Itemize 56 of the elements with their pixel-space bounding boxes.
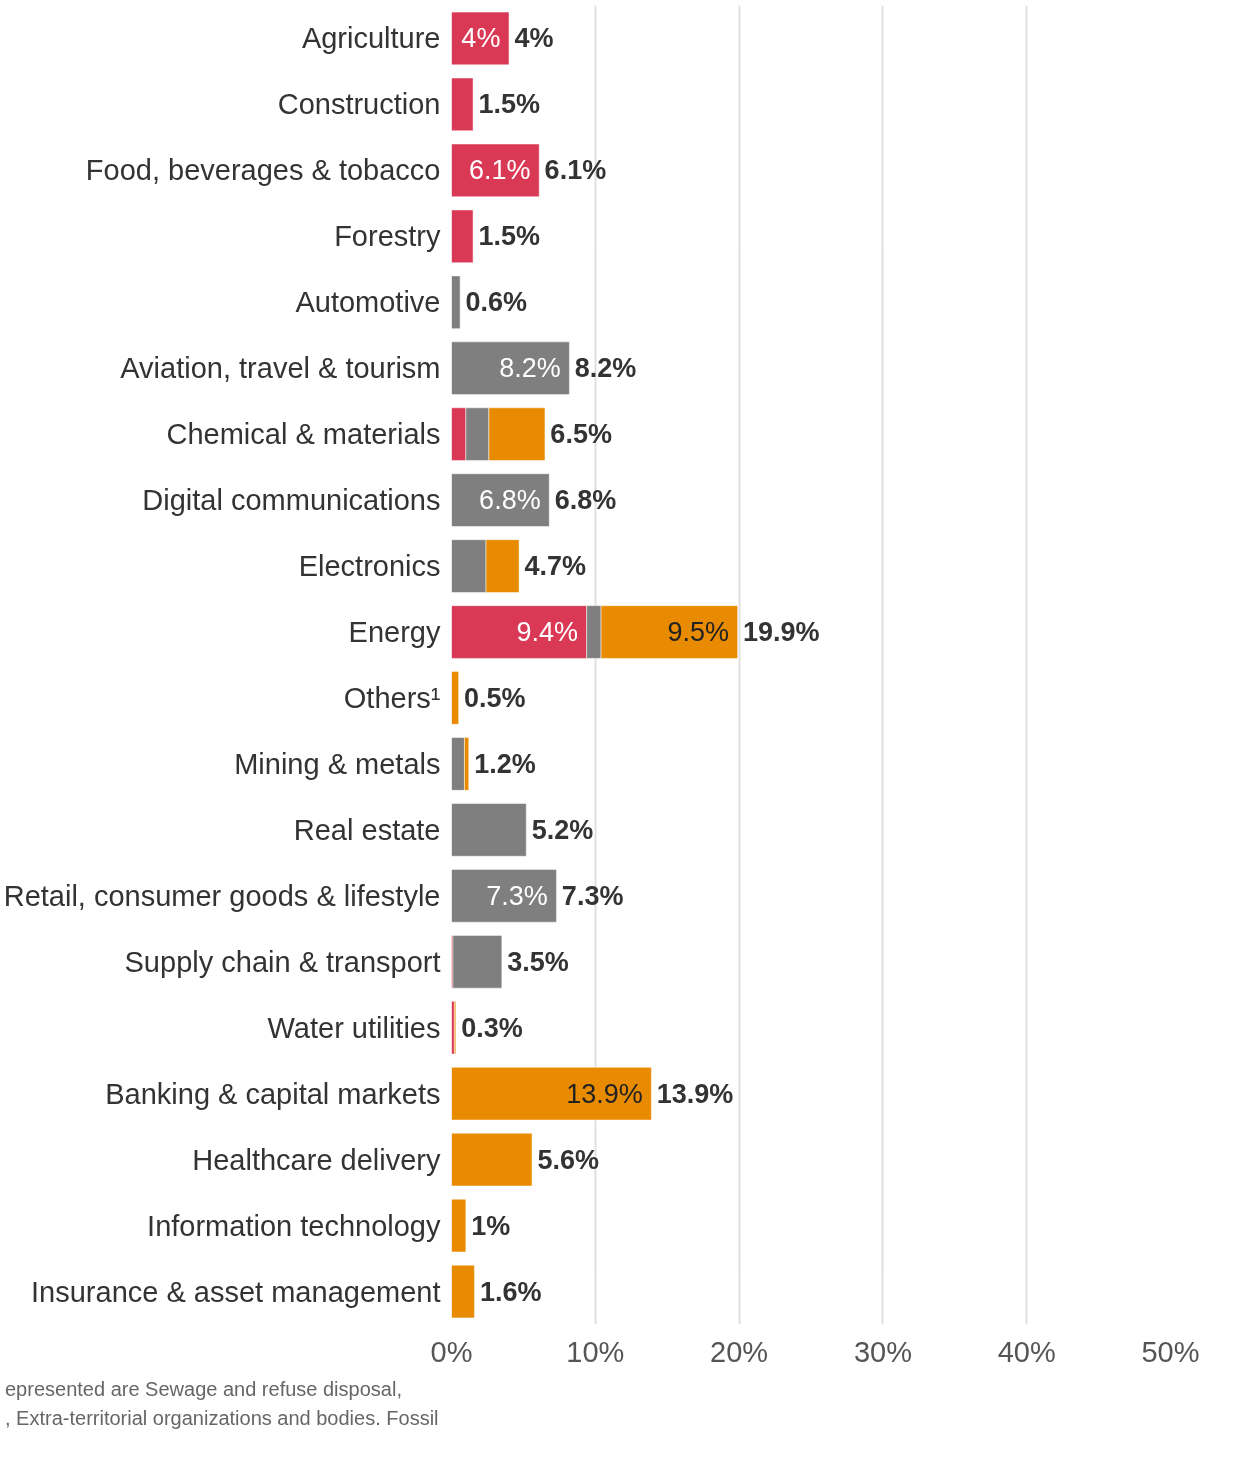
y-tick-label: Aviation, travel & tourism (120, 352, 441, 385)
y-tick-label: Automotive (295, 286, 441, 319)
y-tick-label: Chemical & materials (166, 418, 441, 451)
total-label: 5.2% (531, 814, 594, 845)
data-label: 9.5% (667, 617, 730, 648)
y-tick-label: Healthcare delivery (192, 1143, 441, 1176)
data-label: 6.8% (479, 485, 541, 516)
y-tick-label: Real estate (293, 813, 441, 846)
y-tick-label: Retail, consumer goods & lifestyle (3, 879, 441, 912)
text: epresented are Sewage and refuse disposal, (5, 1378, 402, 1400)
data-label: 7.3% (486, 880, 548, 911)
total-label: 0.6% (465, 287, 528, 318)
total-label: 1.5% (478, 221, 541, 252)
y-tick-label: Energy (348, 616, 441, 649)
total-label: 1.2% (474, 748, 536, 779)
y-tick-label: Food, beverages & tobacco (85, 154, 441, 187)
text: , Extra-territorial organizations and bodies. Fossil (5, 1406, 439, 1429)
data-label: 8.2% (499, 353, 561, 384)
y-tick-label: Construction (277, 88, 441, 121)
y-tick-label: Supply chain & transport (124, 945, 441, 978)
x-tick-label: 30% (853, 1335, 912, 1368)
total-label: 0.3% (461, 1012, 523, 1043)
total-label: 3.5% (507, 946, 569, 977)
y-tick-label: Electronics (298, 550, 441, 583)
y-tick-label: Forestry (334, 220, 441, 253)
total-label: 4% (514, 23, 554, 54)
total-label: 6.5% (550, 419, 612, 450)
data-label: 6.1% (469, 155, 531, 186)
total-label: 8.2% (574, 353, 637, 384)
x-tick-label: 10% (566, 1335, 625, 1368)
total-label: 0.5% (464, 682, 526, 713)
y-tick-label: Digital communications (142, 484, 441, 517)
total-label: 6.8% (554, 485, 617, 516)
x-tick-label: 40% (997, 1335, 1056, 1368)
total-label: 6.1% (544, 155, 607, 186)
data-label: 9.4% (516, 617, 579, 648)
total-label: 19.9% (743, 617, 820, 648)
y-tick-label: Insurance & asset management (31, 1275, 441, 1308)
x-tick-label: 20% (710, 1335, 769, 1368)
total-label: 13.9% (656, 1078, 734, 1109)
y-tick-label: Banking & capital markets (105, 1077, 441, 1110)
total-label: 5.6% (537, 1144, 599, 1175)
x-tick-label: 50% (1141, 1335, 1200, 1368)
y-tick-label: Mining & metals (234, 747, 441, 780)
y-tick-label: Information technology (147, 1209, 441, 1242)
total-label: 1% (471, 1210, 511, 1241)
total-label: 7.3% (561, 880, 624, 911)
total-label: 4.7% (524, 551, 587, 582)
data-label: 4% (461, 23, 501, 54)
y-tick-label: Agriculture (301, 22, 441, 55)
y-tick-label: Others¹ (343, 681, 441, 714)
total-label: 1.5% (478, 89, 541, 120)
total-label: 1.6% (479, 1276, 542, 1307)
x-tick-label: 0% (430, 1335, 473, 1368)
y-tick-label: Water utilities (267, 1011, 441, 1044)
data-label: 13.9% (566, 1078, 643, 1109)
